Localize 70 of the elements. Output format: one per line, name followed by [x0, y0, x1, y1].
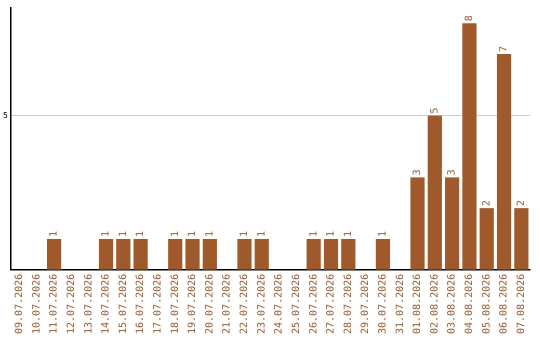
x-tick-label: 31.07.2026: [394, 274, 406, 334]
bar: [341, 238, 356, 270]
data-label: 1: [256, 230, 268, 237]
bar: [98, 238, 114, 270]
x-tick-label: 28.07.2026: [342, 274, 354, 334]
data-label: 1: [326, 230, 337, 237]
x-tick-label: 24.07.2026: [274, 274, 285, 334]
data-label: 1: [204, 230, 216, 237]
x-tick-label: 25.07.2026: [290, 274, 302, 334]
bar: [514, 208, 528, 270]
bar: [134, 238, 148, 270]
bar: [410, 177, 425, 270]
bar: [462, 23, 477, 270]
bar: [168, 238, 182, 270]
bar: [185, 238, 200, 270]
x-tick-label: 23.07.2026: [256, 274, 268, 334]
x-tick-label: 10.07.2026: [31, 274, 42, 334]
x-tick-label: 04.08.2026: [464, 274, 476, 334]
bar: [428, 116, 442, 270]
data-label: 1: [187, 230, 198, 237]
x-tick-label: 16.07.2026: [135, 274, 146, 334]
data-label: 1: [135, 230, 146, 237]
x-tick-label: 11.07.2026: [48, 274, 60, 334]
bar: [202, 238, 217, 270]
x-tick-label: 13.07.2026: [83, 274, 94, 334]
x-tick-label: 19.07.2026: [187, 274, 198, 334]
x-tick-label: 09.07.2026: [14, 274, 26, 334]
data-label: 8: [464, 15, 476, 22]
x-tick-label: 12.07.2026: [66, 274, 77, 334]
x-tick-label: 18.07.2026: [170, 274, 181, 334]
data-label: 1: [48, 230, 60, 237]
bar: [376, 238, 390, 270]
data-label: 1: [100, 230, 112, 237]
x-tick-label: 22.07.2026: [239, 274, 250, 334]
x-tick-label: 21.07.2026: [222, 274, 233, 334]
data-label: 7: [498, 46, 510, 52]
data-label: 1: [342, 230, 354, 237]
bar: [445, 177, 460, 270]
bar: [306, 238, 321, 270]
data-label: 1: [239, 230, 250, 237]
bar: [46, 238, 62, 270]
bar: [324, 238, 338, 270]
x-tick-label: 15.07.2026: [118, 274, 129, 334]
data-label: 1: [377, 230, 388, 237]
x-tick-label: 14.07.2026: [100, 274, 112, 334]
x-tick-label: 27.07.2026: [326, 274, 337, 334]
data-label: 2: [516, 200, 527, 206]
data-label: 2: [481, 200, 492, 206]
data-label: 3: [412, 169, 424, 176]
x-tick-label: 02.08.2026: [429, 274, 440, 334]
x-tick-label: 07.08.2026: [516, 274, 527, 334]
bar: [116, 238, 130, 270]
bar: [254, 238, 269, 270]
x-tick-label: 05.08.2026: [481, 274, 492, 334]
x-tick-label: 29.07.2026: [360, 274, 372, 334]
bar: [237, 238, 252, 270]
x-tick-label: 17.07.2026: [152, 274, 164, 334]
x-tick-label: 30.07.2026: [377, 274, 388, 334]
bar: [480, 208, 494, 270]
data-label: 1: [308, 230, 320, 237]
data-label: 5: [429, 108, 440, 114]
x-tick-label: 03.08.2026: [446, 274, 458, 334]
data-label: 1: [170, 230, 181, 237]
data-label: 3: [446, 169, 458, 176]
x-tick-label: 20.07.2026: [204, 274, 216, 334]
x-tick-label: 06.08.2026: [498, 274, 510, 334]
bar: [496, 54, 512, 270]
x-tick-label: 26.07.2026: [308, 274, 320, 334]
data-label: 1: [118, 230, 129, 237]
x-tick-label: 01.08.2026: [412, 274, 424, 334]
